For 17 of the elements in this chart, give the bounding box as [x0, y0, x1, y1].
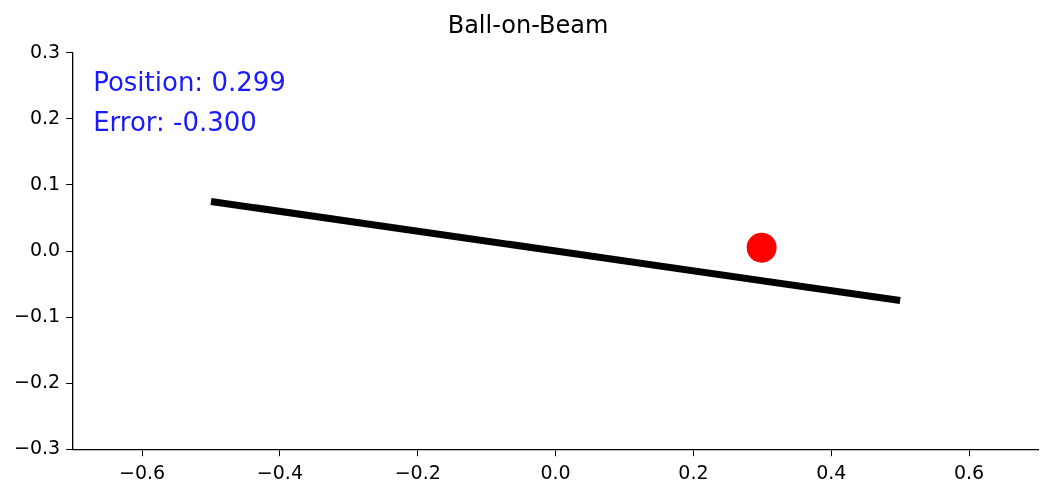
y-tick-label: −0.2 — [14, 370, 61, 393]
x-tick-label: −0.2 — [394, 460, 441, 483]
x-tick-label: 0.4 — [816, 460, 847, 483]
y-tick-label: 0.1 — [29, 171, 61, 194]
y-tick-label: 0.3 — [29, 39, 61, 62]
annotation: Error: -0.300 — [93, 106, 257, 137]
x-tick-label: −0.6 — [118, 460, 166, 483]
x-tick-label: −0.4 — [256, 460, 303, 483]
y-tick-label: −0.1 — [14, 304, 61, 326]
y-tick-label: 0.2 — [29, 105, 61, 128]
y-tick-label: −0.3 — [14, 436, 61, 459]
chart-title: Ball-on-Beam — [447, 10, 609, 39]
x-tick-label: 0.6 — [953, 460, 985, 483]
x-tick-label: 0.2 — [678, 460, 709, 483]
annotation: Position: 0.299 — [93, 66, 286, 97]
x-tick-label: 0.0 — [540, 460, 571, 483]
y-tick-label: 0.0 — [29, 237, 61, 260]
